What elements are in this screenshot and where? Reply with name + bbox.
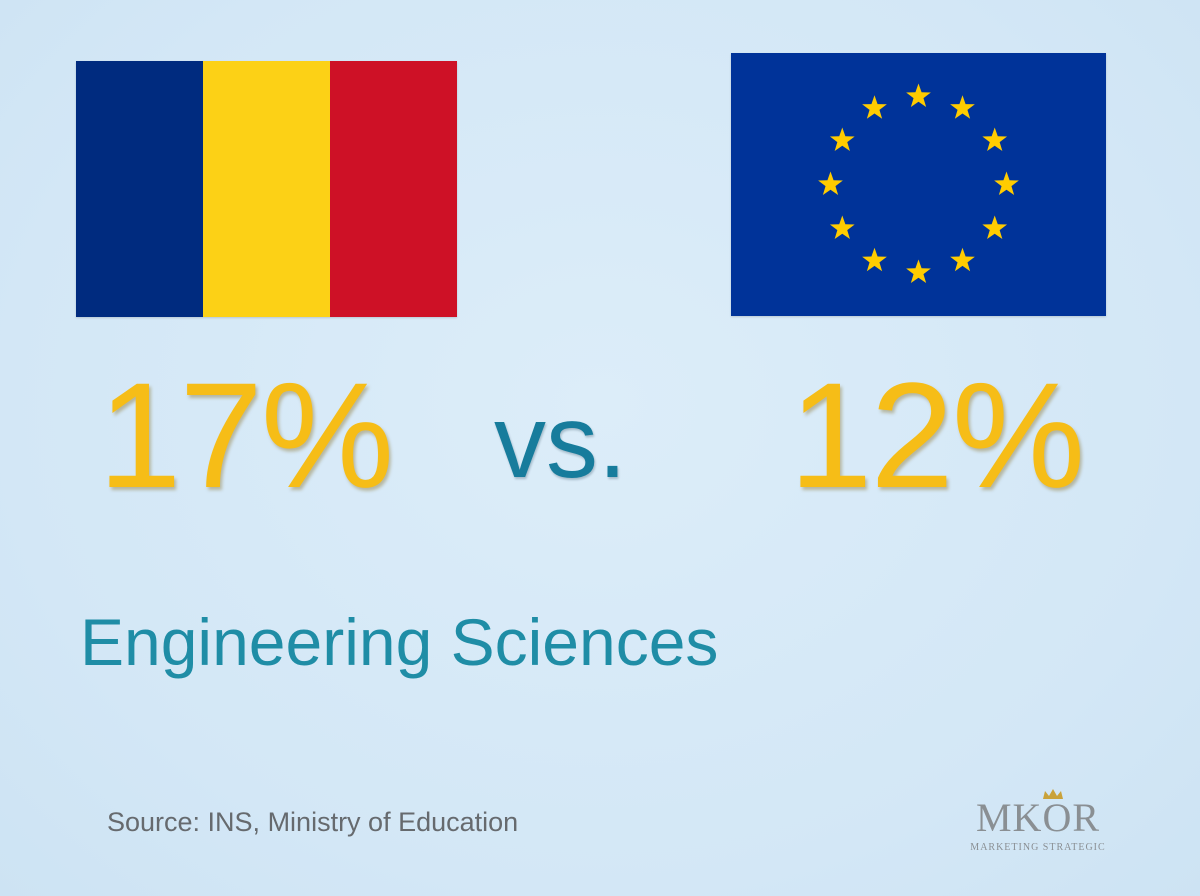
versus-label: vs.	[494, 384, 627, 500]
eu-star-icon	[829, 127, 855, 152]
left-percentage: 17%	[98, 351, 394, 519]
eu-star-icon	[862, 95, 887, 119]
european-union-flag-icon	[731, 53, 1106, 316]
eu-star-ring	[818, 83, 1019, 284]
eu-star-icon	[862, 247, 887, 272]
flag-stripe-red	[330, 61, 457, 317]
flag-stripe-yellow	[203, 61, 330, 317]
eu-star-icon	[818, 171, 843, 196]
subject-heading: Engineering Sciences	[80, 605, 719, 679]
romania-flag-icon	[76, 61, 457, 317]
eu-star-icon	[994, 171, 1019, 196]
eu-star-icon	[906, 259, 931, 284]
eu-star-icon	[829, 215, 855, 240]
mkor-logo: MKOR MARKETING STRATEGIC	[958, 789, 1118, 858]
eu-star-icon	[950, 95, 975, 119]
eu-star-icon	[982, 127, 1008, 152]
eu-star-icon	[982, 215, 1008, 240]
logo-tagline: MARKETING STRATEGIC	[970, 842, 1106, 853]
eu-star-icon	[906, 83, 931, 108]
crown-icon	[1043, 789, 1063, 799]
eu-star-icon	[950, 247, 975, 272]
flag-stripe-blue	[76, 61, 203, 317]
right-percentage: 12%	[789, 351, 1085, 519]
source-note: Source: INS, Ministry of Education	[107, 807, 519, 837]
logo-wordmark: MKOR	[975, 795, 1101, 840]
